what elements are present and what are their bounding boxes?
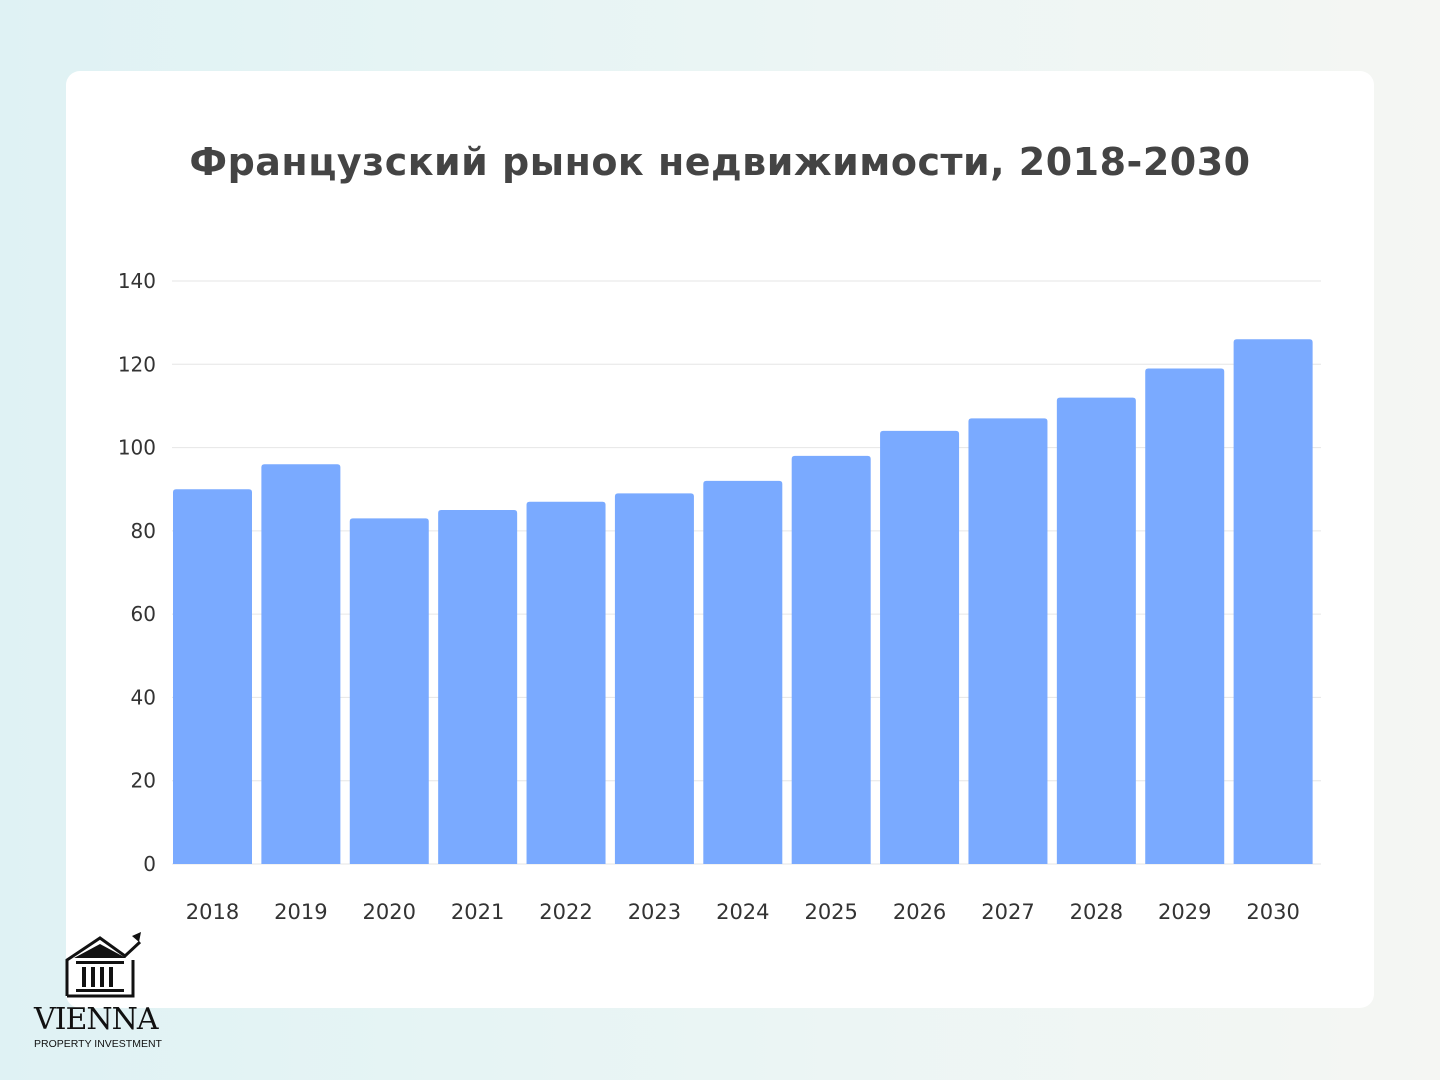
vienna-logo-icon xyxy=(65,932,142,998)
bar xyxy=(349,518,429,864)
bar xyxy=(173,489,252,864)
x-tick-label: 2022 xyxy=(539,900,592,924)
bar xyxy=(614,493,694,864)
bar xyxy=(261,464,341,864)
bar xyxy=(1233,339,1313,864)
x-tick-label: 2028 xyxy=(1070,900,1123,924)
bar xyxy=(791,455,871,864)
bar xyxy=(968,418,1048,864)
bar xyxy=(526,501,606,864)
x-tick-label: 2026 xyxy=(893,900,946,924)
logo-subtitle: PROPERTY INVESTMENT xyxy=(34,1038,162,1050)
x-tick-label: 2030 xyxy=(1246,900,1299,924)
y-tick-label: 120 xyxy=(118,352,156,376)
y-tick-label: 60 xyxy=(131,602,156,626)
x-tick-label: 2023 xyxy=(628,900,681,924)
bar xyxy=(1056,397,1136,864)
x-tick-label: 2019 xyxy=(274,900,327,924)
x-tick-label: 2029 xyxy=(1158,900,1211,924)
x-tick-label: 2021 xyxy=(451,900,504,924)
y-tick-label: 100 xyxy=(118,436,156,460)
logo-name: VIENNA xyxy=(34,1002,159,1037)
bar xyxy=(1145,368,1225,864)
x-tick-label: 2024 xyxy=(716,900,769,924)
bar xyxy=(438,510,518,864)
bar xyxy=(880,430,960,864)
y-tick-label: 80 xyxy=(131,519,156,543)
x-tick-label: 2020 xyxy=(363,900,416,924)
x-tick-label: 2018 xyxy=(186,900,239,924)
y-tick-label: 0 xyxy=(143,852,156,876)
y-tick-label: 40 xyxy=(131,685,156,709)
x-tick-label: 2027 xyxy=(981,900,1034,924)
x-tick-label: 2025 xyxy=(804,900,857,924)
y-tick-label: 140 xyxy=(118,269,156,293)
y-tick-label: 20 xyxy=(131,769,156,793)
chart-title: Французский рынок недвижимости, 2018-203… xyxy=(189,140,1251,184)
bar xyxy=(703,480,783,864)
